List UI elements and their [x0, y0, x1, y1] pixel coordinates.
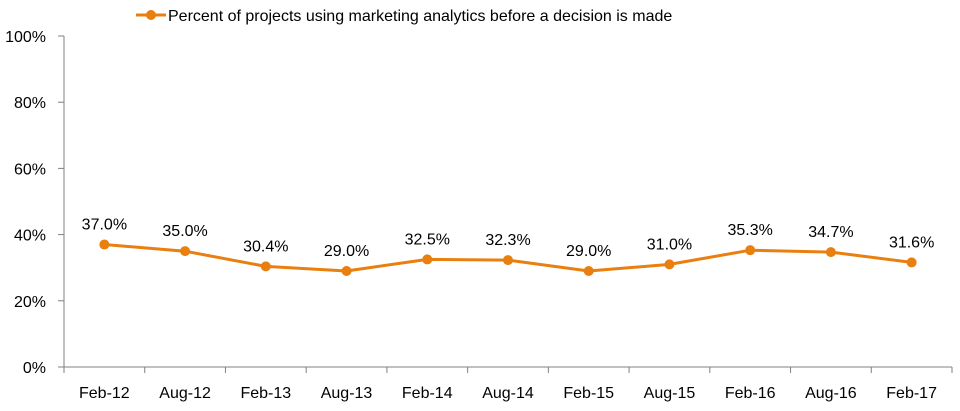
x-tick-label: Feb-17 — [886, 385, 937, 402]
data-labels: 37.0% 35.0% 30.4% 29.0% 32.5% 32.3% 29.0% 31.0%… — [82, 217, 935, 260]
data-point — [503, 255, 513, 266]
x-tick-label: Aug-13 — [321, 385, 373, 402]
legend: Percent of projects using marketing anal… — [136, 8, 672, 25]
data-label: 29.0% — [566, 243, 611, 260]
axes — [63, 36, 952, 368]
data-label: 37.0% — [82, 217, 127, 234]
x-tick-label: Feb-12 — [79, 385, 130, 402]
data-point — [180, 246, 191, 257]
x-tick-label: Feb-13 — [240, 385, 291, 402]
y-tick-label: 100% — [5, 29, 46, 46]
x-axis-ticks: Feb-12 Aug-12 Feb-13 Aug-13 Feb-14 Aug-14 Feb-… — [63, 367, 953, 402]
data-label: 29.0% — [324, 243, 369, 260]
data-point — [583, 266, 594, 277]
data-label: 32.3% — [485, 232, 530, 249]
legend-series-name: Percent of projects using marketing anal… — [168, 8, 672, 25]
x-tick-label: Aug-14 — [482, 385, 534, 402]
x-tick-label: Aug-12 — [159, 385, 211, 402]
data-point — [825, 247, 836, 258]
data-point — [906, 257, 917, 268]
data-point — [422, 254, 433, 265]
data-point — [260, 261, 271, 272]
y-tick-label: 20% — [14, 294, 46, 311]
y-tick-label: 80% — [14, 95, 46, 112]
data-label: 32.5% — [405, 231, 450, 248]
data-label: 31.6% — [889, 234, 934, 251]
x-tick-label: Feb-15 — [563, 385, 614, 402]
data-point — [99, 239, 110, 250]
data-label: 35.3% — [727, 222, 772, 239]
x-tick-label: Aug-15 — [644, 385, 696, 402]
data-point — [664, 259, 675, 270]
legend-dot-marker — [146, 10, 156, 20]
y-tick-label: 60% — [14, 161, 46, 178]
series-line — [99, 239, 917, 277]
x-tick-label: Aug-16 — [805, 385, 857, 402]
data-label: 35.0% — [162, 223, 207, 240]
y-axis-ticks: 0% 20% 40% 60% 80% 100% — [5, 29, 64, 377]
data-point — [341, 266, 352, 277]
data-label: 30.4% — [243, 238, 288, 255]
data-point — [745, 245, 756, 256]
x-tick-label: Feb-14 — [402, 385, 453, 402]
x-tick-label: Feb-16 — [725, 385, 776, 402]
y-tick-label: 0% — [23, 360, 46, 377]
data-label: 31.0% — [647, 236, 692, 253]
y-tick-label: 40% — [14, 228, 46, 245]
data-label: 34.7% — [808, 224, 853, 241]
